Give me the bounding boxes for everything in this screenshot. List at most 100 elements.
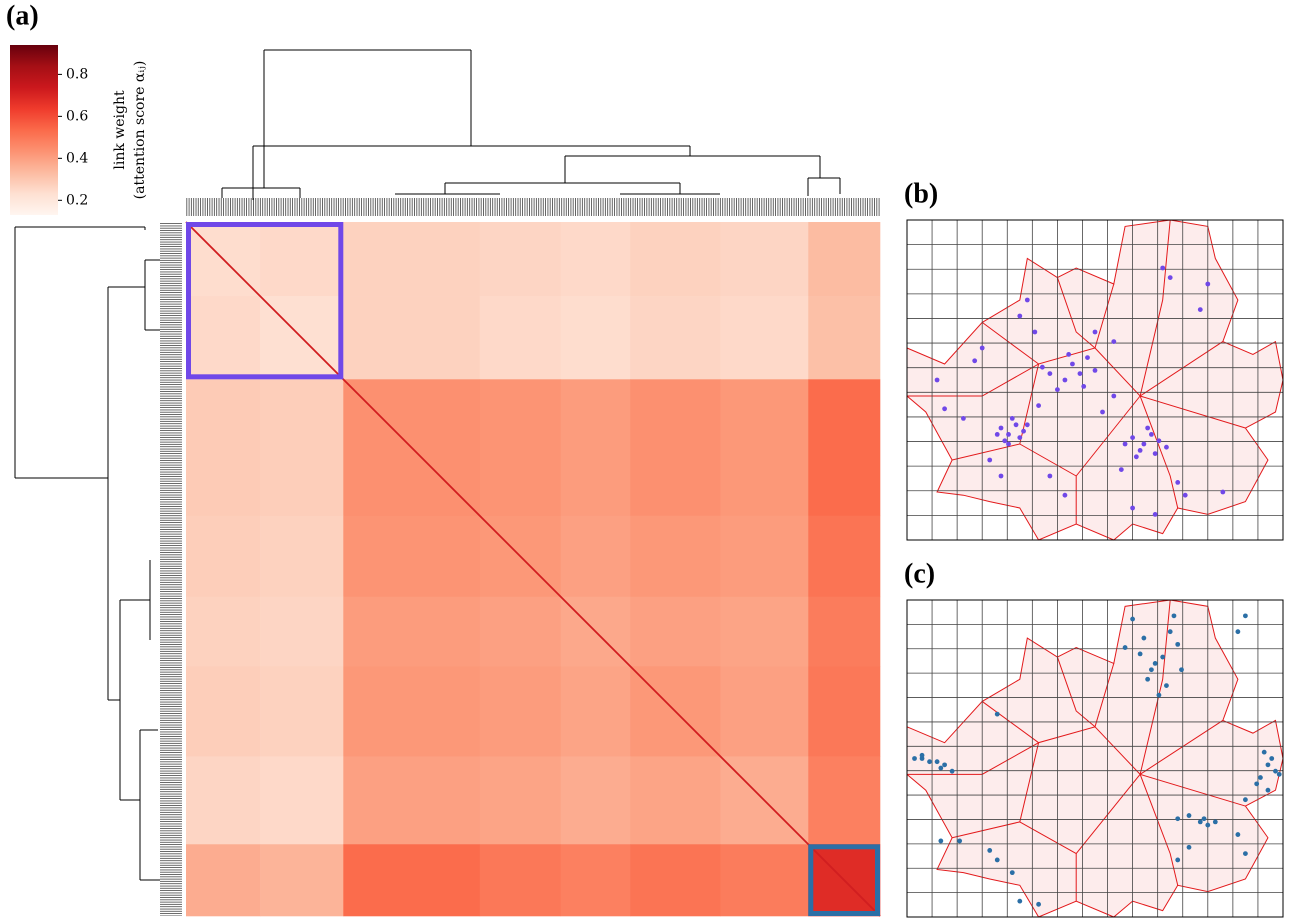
row-dendrogram: [14, 222, 182, 916]
point: [1047, 473, 1053, 479]
heatmap-cell: [720, 596, 809, 667]
heatmap-cell: [479, 756, 562, 845]
heatmap-cell: [260, 515, 344, 598]
heatmap-cell: [808, 296, 881, 380]
heatmap-cell: [343, 666, 481, 757]
map-panel: [906, 220, 1283, 540]
heatmap-cell: [343, 515, 481, 598]
point: [1137, 651, 1143, 657]
point: [1017, 898, 1023, 904]
point: [1145, 425, 1151, 431]
point: [1111, 339, 1117, 344]
point: [998, 473, 1004, 479]
district-border: [1140, 600, 1170, 774]
heatmap-cell: [186, 756, 261, 845]
heatmap-cell: [479, 222, 562, 297]
point: [1171, 613, 1177, 619]
point: [1152, 661, 1158, 666]
point: [1261, 749, 1267, 755]
point: [1036, 403, 1041, 408]
heatmap-cell: [630, 596, 721, 667]
point: [1276, 771, 1282, 777]
point: [957, 838, 963, 844]
point: [1047, 371, 1053, 376]
point: [1235, 629, 1241, 635]
heatmap-cell: [560, 296, 631, 380]
heatmap-cell: [186, 379, 261, 517]
diagonal: [185, 221, 881, 917]
colorbar-label: link weight: [112, 90, 128, 170]
point: [1254, 781, 1260, 787]
point: [1066, 352, 1072, 357]
point: [1024, 297, 1030, 303]
colorbar-tick-label: 0.2: [66, 192, 88, 208]
point: [1243, 797, 1248, 803]
district-border: [1057, 657, 1095, 727]
district-area: [907, 600, 1283, 917]
heatmap-cell: [186, 296, 261, 380]
point: [942, 762, 947, 768]
heatmap-cell: [560, 379, 631, 517]
heatmap-cell: [260, 596, 344, 667]
point: [1137, 448, 1143, 453]
heatmap: [185, 221, 881, 917]
point: [1164, 444, 1169, 450]
point: [1175, 480, 1181, 485]
point: [1258, 775, 1263, 780]
point: [1055, 387, 1060, 392]
point: [1273, 768, 1278, 774]
heatmap-cell: [343, 222, 481, 297]
point: [1175, 816, 1181, 822]
point: [1021, 428, 1026, 434]
point: [994, 432, 1000, 437]
colorbar-tick-label: 0.8: [66, 66, 88, 82]
point: [994, 857, 1000, 863]
point: [1160, 654, 1166, 660]
point: [934, 759, 940, 765]
heatmap-cell: [479, 596, 562, 667]
point: [938, 765, 944, 771]
heatmap-cell: [186, 596, 261, 667]
district-area: [907, 220, 1283, 540]
point: [1092, 329, 1098, 335]
point: [1062, 492, 1068, 498]
heatmap-cell: [186, 666, 261, 757]
heatmap-cell: [343, 844, 481, 917]
heatmap-cell: [260, 222, 344, 297]
point: [979, 345, 985, 351]
point: [1122, 645, 1128, 650]
point: [927, 759, 932, 765]
point: [987, 457, 993, 463]
heatmap-cell: [479, 844, 562, 917]
heatmap-cell: [260, 844, 344, 917]
heatmap-cell: [808, 596, 881, 667]
point: [1175, 641, 1181, 647]
heatmap-cell: [260, 379, 344, 517]
point: [949, 768, 955, 774]
map-frame: [906, 599, 1284, 918]
panel-label: (a): [6, 0, 39, 31]
heatmap-cell: [630, 844, 721, 917]
colorbar-sublabel: (attention score αᵢⱼ): [132, 61, 148, 200]
highlight-box: [808, 844, 881, 917]
point: [1220, 489, 1226, 495]
point: [987, 848, 993, 853]
point: [1077, 371, 1083, 376]
point: [1100, 409, 1105, 415]
point: [1152, 512, 1158, 517]
heatmap-cell: [260, 756, 344, 845]
point: [1017, 313, 1023, 319]
district-border: [1140, 220, 1170, 396]
point: [1156, 692, 1162, 698]
point: [1197, 819, 1203, 825]
point: [1036, 901, 1041, 907]
point: [1092, 368, 1098, 373]
heatmap-cell: [343, 756, 481, 845]
heatmap-cell: [808, 515, 881, 598]
heatmap-cell: [720, 296, 809, 380]
point: [1130, 435, 1135, 440]
point: [1085, 355, 1090, 360]
heatmap-cell: [808, 666, 881, 757]
heatmap-cell: [479, 296, 562, 380]
